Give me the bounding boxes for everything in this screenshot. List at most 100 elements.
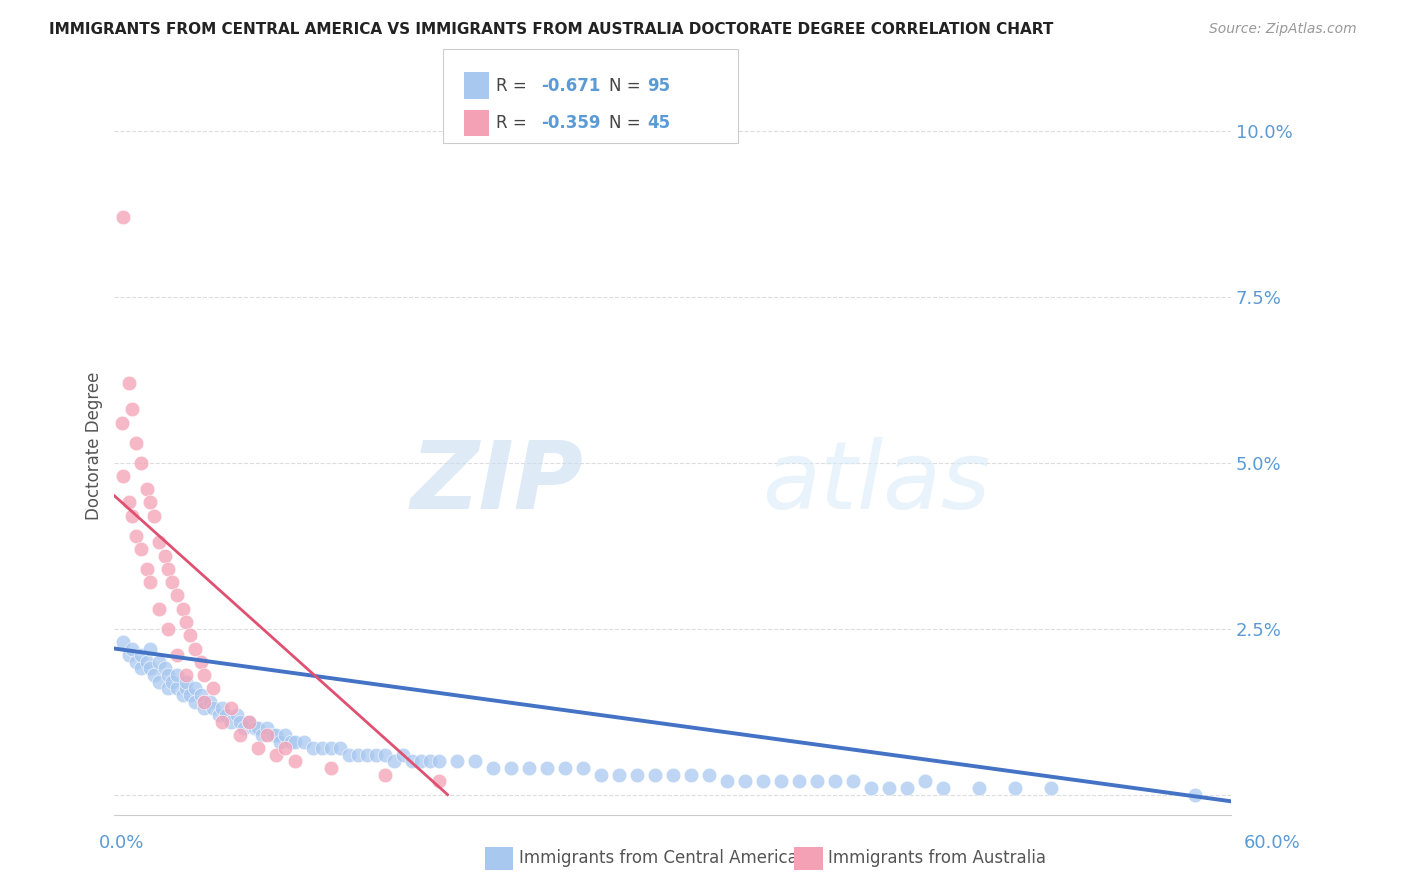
Point xyxy=(176,668,198,682)
Point xyxy=(517,761,540,775)
Text: N =: N = xyxy=(609,77,645,95)
Point xyxy=(131,456,153,470)
Text: 45: 45 xyxy=(647,114,669,132)
Point xyxy=(166,681,188,696)
Text: R =: R = xyxy=(496,114,533,132)
Point xyxy=(198,695,221,709)
Point xyxy=(157,668,180,682)
Point xyxy=(243,721,266,735)
Point xyxy=(202,681,225,696)
Point xyxy=(221,714,243,729)
Point xyxy=(166,589,188,603)
Text: atlas: atlas xyxy=(762,437,990,528)
Point xyxy=(374,768,396,782)
Point xyxy=(190,688,212,702)
Text: 60.0%: 60.0% xyxy=(1244,834,1301,852)
Point xyxy=(283,755,305,769)
Point xyxy=(184,695,207,709)
Point xyxy=(179,628,201,642)
Point xyxy=(166,648,188,663)
Point xyxy=(139,575,162,590)
Point xyxy=(176,681,198,696)
Point xyxy=(238,714,260,729)
Point xyxy=(215,708,238,723)
Point xyxy=(247,741,270,756)
Point xyxy=(607,768,630,782)
Point xyxy=(211,701,233,715)
Point xyxy=(110,416,132,430)
Point xyxy=(118,376,141,390)
Point xyxy=(208,708,231,723)
Point xyxy=(481,761,503,775)
Point xyxy=(266,747,288,762)
Point xyxy=(644,768,666,782)
Point xyxy=(661,768,683,782)
Point xyxy=(112,210,135,224)
Point xyxy=(179,688,201,702)
Point xyxy=(391,747,413,762)
Point xyxy=(172,688,194,702)
Point xyxy=(806,774,828,789)
Point xyxy=(401,755,423,769)
Point xyxy=(877,780,900,795)
Point xyxy=(139,641,162,656)
Point xyxy=(374,747,396,762)
Point xyxy=(967,780,990,795)
Point xyxy=(292,734,315,748)
Point xyxy=(193,695,215,709)
Point xyxy=(193,701,215,715)
Point xyxy=(135,482,157,496)
Point xyxy=(221,701,243,715)
Point xyxy=(157,681,180,696)
Point xyxy=(337,747,360,762)
Text: Immigrants from Australia: Immigrants from Australia xyxy=(828,849,1046,867)
Point xyxy=(153,661,176,675)
Point xyxy=(262,728,284,742)
Point xyxy=(157,562,180,576)
Point xyxy=(121,402,143,417)
Point xyxy=(787,774,810,789)
Point xyxy=(118,648,141,663)
Point xyxy=(319,761,342,775)
Point xyxy=(301,741,323,756)
Point xyxy=(256,721,278,735)
Point xyxy=(247,721,270,735)
Text: R =: R = xyxy=(496,77,533,95)
Point xyxy=(193,695,215,709)
Point xyxy=(112,635,135,649)
Point xyxy=(364,747,387,762)
Point xyxy=(697,768,720,782)
Point xyxy=(382,755,405,769)
Point xyxy=(769,774,792,789)
Point xyxy=(356,747,378,762)
Point xyxy=(131,661,153,675)
Point xyxy=(280,734,302,748)
Y-axis label: Doctorate Degree: Doctorate Degree xyxy=(86,372,103,520)
Point xyxy=(932,780,955,795)
Text: -0.671: -0.671 xyxy=(541,77,600,95)
Point xyxy=(824,774,846,789)
Point xyxy=(914,774,936,789)
Point xyxy=(184,641,207,656)
Point xyxy=(499,761,522,775)
Point xyxy=(121,508,143,523)
Point xyxy=(131,541,153,556)
Point xyxy=(148,655,170,669)
Point xyxy=(148,674,170,689)
Point xyxy=(118,495,141,509)
Point xyxy=(125,529,148,543)
Point xyxy=(256,728,278,742)
Point xyxy=(1004,780,1026,795)
Point xyxy=(121,641,143,656)
Point xyxy=(427,755,450,769)
Point xyxy=(274,728,297,742)
Text: ZIP: ZIP xyxy=(411,437,583,529)
Point xyxy=(554,761,576,775)
Text: Immigrants from Central America: Immigrants from Central America xyxy=(519,849,797,867)
Text: 95: 95 xyxy=(647,77,669,95)
Point xyxy=(751,774,773,789)
Point xyxy=(679,768,702,782)
Point xyxy=(716,774,738,789)
Point xyxy=(427,774,450,789)
Point xyxy=(139,495,162,509)
